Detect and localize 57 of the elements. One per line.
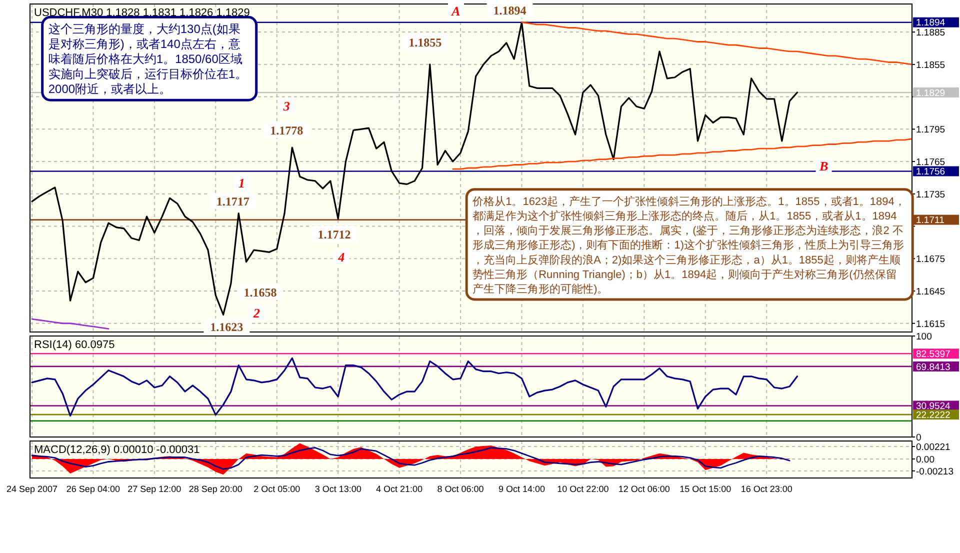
y-tick-label: 0 [916,432,922,444]
ref-line-label: 30.9524 [916,401,950,412]
annotation: 这个三角形的量度，大约130点(如果是对称三角形)，或者140点左右，意味着随后价格在大约1。1850/60区域实施向上突破后，运行目标价位在1。2000附近，或者以上。 [48,22,248,96]
annotation: 1 [238,176,245,191]
line-series [452,138,913,170]
ref-line-label: 1.1711 [916,215,944,226]
y-tick-label: 1.1675 [916,254,946,266]
annotation: 价格从1。1623起，产生了一个扩张性倾斜三角形的上涨形态。1。1855，或者1。1894，都满足作为这个扩张性倾斜三角形上涨形态的终点。随后，从1。1855，或者从1。1894，回落，倾向于发展三角形修正形态。属实，(鉴于，三角形修正形态为连续形态，浪2 不形成三角形修正形态)，则有下面的推断：1)这个扩张性倾斜三角形，性质上为引导三角形，充当向上反弹阶段的浪A；2)如果这个三角形修正形态，a）从1。1855起，则将产生顺势性三角形（Running Triangle)；b）从1。1894起，则倾向于产生对称三角形(仍然保留产生下降三角形的可能性)。 [472,194,906,296]
line-series [31,357,798,417]
line-series [31,318,110,330]
y-tick-label: -0.00213 [916,466,954,478]
x-tick-label: 24 Sep 2007 [6,484,58,494]
x-tick-label: 15 Oct 15:00 [680,484,732,494]
chart-title: USDCHF,M30 1.1828 1.1831 1.1826 1.1829 [34,7,250,19]
y-tick-label: 1.1645 [916,286,946,298]
annotation: A [450,3,461,18]
annotation: 1.1623 [210,320,244,334]
y-tick-label: 1.1765 [916,157,946,168]
line-series [31,447,790,470]
annotation: 1.1712 [318,227,351,242]
annotation: 1.1855 [408,36,442,50]
ref-line-label: 1.1756 [916,166,946,178]
chart-title: MACD(12,26,9) 0.00010 -0.00031 [34,444,200,456]
y-tick-label: 1.1615 [916,318,946,330]
x-tick-label: 26 Sep 04:00 [66,484,120,494]
annotation: 3 [282,98,290,114]
y-tick-label: 0.00221 [916,442,950,454]
ref-line-label: 1.1894 [916,18,946,29]
x-tick-label: 16 Oct 23:00 [740,484,792,494]
x-tick-label: 27 Sep 12:00 [128,484,182,494]
annotation: 4 [337,249,346,264]
line-series [521,22,913,66]
x-tick-label: 9 Oct 14:00 [498,484,546,494]
ref-line-label: 69.8413 [916,362,950,373]
y-tick-label: 100 [916,332,932,342]
ref-line-label: 82.5397 [916,348,950,360]
annotation: B [818,158,828,174]
y-tick-label: 1.1855 [916,60,946,71]
chart-title: RSI(14) 60.0975 [34,339,115,351]
y-tick-label: 1.1735 [916,189,946,200]
x-tick-label: 28 Sep 20:00 [188,484,242,494]
x-tick-label: 2 Oct 05:00 [254,484,300,494]
ref-line-label: 22.2222 [916,410,950,421]
annotation: 1.1894 [493,3,526,18]
annotation: 1.1658 [244,285,277,300]
ref-line-label: 1.1829 [916,88,946,99]
y-tick-label: 0.00 [916,454,934,466]
annotation: 1.1717 [216,194,250,209]
y-tick-label: 1.1795 [916,124,946,136]
x-tick-label: 12 Oct 06:00 [618,484,670,494]
x-tick-label: 4 Oct 21:00 [376,484,423,494]
x-tick-label: 3 Oct 13:00 [314,484,362,494]
y-tick-label: 1.1885 [916,28,946,39]
annotation: 2 [252,305,260,320]
annotation: 1.1778 [270,123,304,138]
x-tick-label: 8 Oct 06:00 [437,484,484,494]
x-tick-label: 10 Oct 22:00 [557,484,609,494]
